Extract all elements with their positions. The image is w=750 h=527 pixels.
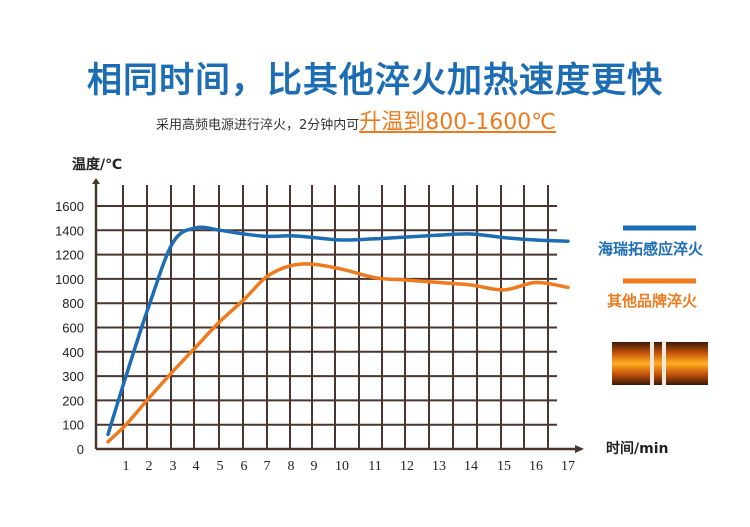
- subtitle-text: 采用高频电源进行淬火，2分钟内可: [156, 118, 360, 133]
- legend-label-blue: 海瑞拓感应淬火: [598, 240, 704, 258]
- x-tick-label: 16: [529, 459, 543, 474]
- y-tick-label: 0: [77, 442, 84, 457]
- y-axis-label: 温度/℃: [72, 156, 122, 173]
- x-tick-label: 17: [561, 459, 575, 474]
- x-tick-label: 12: [400, 459, 414, 474]
- y-tick-label: 1000: [55, 272, 84, 287]
- x-tick-label: 10: [335, 459, 349, 474]
- y-tick-label: 800: [62, 296, 84, 311]
- x-axis-arrow: [575, 445, 584, 453]
- x-tick-label: 1: [123, 459, 130, 474]
- y-tick-label: 100: [62, 418, 84, 433]
- x-tick-label: 6: [241, 459, 248, 474]
- y-tick-label: 1200: [55, 248, 84, 263]
- y-tick-label: 600: [62, 321, 84, 336]
- x-tick-label: 8: [288, 459, 295, 474]
- subtitle-highlight: 升温到800-1600℃: [359, 110, 556, 135]
- x-tick-label: 3: [170, 459, 177, 474]
- y-tick-label: 300: [62, 369, 84, 384]
- page-title: 相同时间，比其他淬火加热速度更快: [86, 61, 663, 101]
- y-tick-label: 1600: [55, 199, 84, 214]
- x-tick-label: 14: [464, 459, 478, 474]
- x-tick-label: 2: [146, 459, 153, 474]
- y-tick-label: 200: [62, 393, 84, 408]
- x-tick-label: 5: [217, 459, 224, 474]
- subtitle: 采用高频电源进行淬火，2分钟内可升温到800-1600℃: [156, 104, 556, 136]
- x-tick-label: 4: [193, 459, 200, 474]
- x-tick-label: 15: [497, 459, 511, 474]
- series-line-hairuituo: [106, 225, 570, 437]
- x-tick-label: 11: [368, 459, 381, 474]
- series-line-other-brands: [106, 262, 570, 444]
- y-axis-arrow: [92, 178, 100, 184]
- y-tick-label: 1400: [55, 223, 84, 238]
- x-tick-label: 13: [432, 459, 446, 474]
- x-tick-label: 9: [311, 459, 318, 474]
- x-axis-label: 时间/min: [606, 440, 668, 457]
- legend-label-orange: 其他品牌淬火: [607, 292, 698, 310]
- y-tick-label: 400: [62, 345, 84, 360]
- heated-rod-image: [612, 342, 708, 385]
- x-tick-label: 7: [264, 459, 271, 474]
